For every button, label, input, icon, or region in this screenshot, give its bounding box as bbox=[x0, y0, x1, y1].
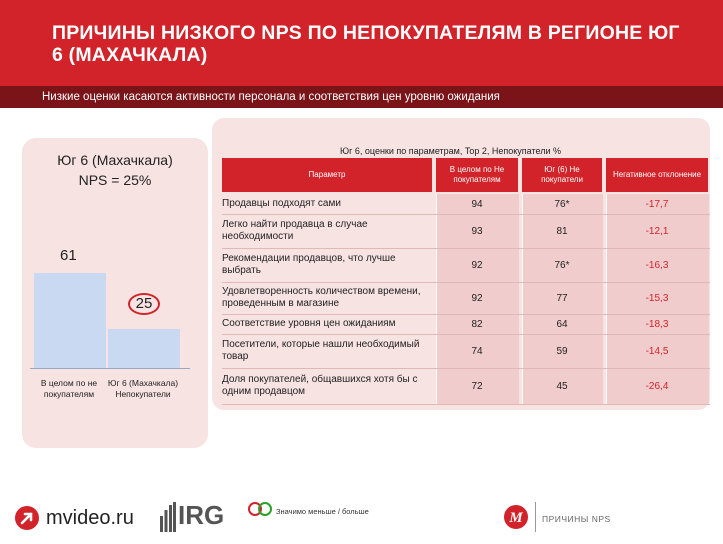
table-cell-dev: -16,3 bbox=[645, 259, 669, 271]
mvideo-m-icon: M bbox=[504, 505, 528, 529]
table-row-parameter: Удовлетворенность количеством времени, п… bbox=[222, 286, 421, 309]
table-row-parameter: Рекомендации продавцов, что лучше выбрат… bbox=[222, 253, 396, 276]
table-row-separator bbox=[222, 214, 710, 215]
slide-title: ПРИЧИНЫ НИЗКОГО NPS ПО НЕПОКУПАТЕЛЯМ В Р… bbox=[52, 22, 680, 66]
table-row-parameter: Продавцы подходят сами bbox=[222, 198, 341, 209]
footer-divider bbox=[535, 502, 536, 532]
bar-1 bbox=[108, 329, 180, 368]
table-cell-region: 76* bbox=[554, 198, 570, 210]
table-cell-total: 82 bbox=[471, 318, 483, 330]
irg-logo: IRG bbox=[160, 500, 224, 534]
table-row-separator bbox=[222, 248, 710, 249]
table-cell-dev: -17,7 bbox=[645, 198, 669, 210]
table-column-band-1 bbox=[436, 194, 519, 404]
table-cell-region: 64 bbox=[556, 318, 568, 330]
mvideo-logo-text: mvideo.ru bbox=[46, 507, 134, 529]
table-row-separator bbox=[222, 314, 710, 315]
table-cell-total: 92 bbox=[471, 292, 483, 304]
table-cell-region: 81 bbox=[556, 225, 568, 237]
significance-legend: Значимо меньше / больше bbox=[276, 507, 369, 516]
table-row-parameter: Легко найти продавца в случае необходимо… bbox=[222, 219, 368, 242]
mvideo-logo: mvideo.ru bbox=[14, 505, 154, 533]
irg-logo-text: IRG bbox=[178, 500, 225, 530]
table-row-parameter: Доля покупателей, общавшихся хотя бы с о… bbox=[222, 374, 418, 397]
table-cell-region: 45 bbox=[556, 380, 568, 392]
chart-baseline bbox=[30, 368, 190, 369]
table-cell-region: 77 bbox=[556, 292, 568, 304]
table-cell-total: 93 bbox=[471, 225, 483, 237]
table-header-2: Юг (6) Не покупатели bbox=[522, 158, 602, 192]
table-cell-dev: -15,3 bbox=[645, 292, 669, 304]
table-row-separator bbox=[222, 334, 710, 335]
table-cell-region: 76* bbox=[554, 259, 570, 271]
table-row-separator bbox=[222, 368, 710, 369]
table-title: Юг 6, оценки по параметрам, Top 2, Непок… bbox=[340, 146, 561, 156]
bar-category-label-1: Юг 6 (Махачкала) Непокупатели bbox=[107, 378, 179, 399]
bar-value-label-1: 25 bbox=[128, 293, 160, 315]
table-row-parameter: Соответствие уровня цен ожиданиям bbox=[222, 318, 396, 329]
svg-text:M: M bbox=[508, 510, 523, 526]
table-cell-region: 59 bbox=[556, 345, 568, 357]
table-cell-dev: -26,4 bbox=[645, 380, 669, 392]
table-header-3: Негативное отклонение bbox=[606, 158, 708, 192]
table-cell-dev: -18,3 bbox=[645, 318, 669, 330]
significance-legend-icon bbox=[248, 502, 272, 516]
bar-0 bbox=[34, 273, 106, 368]
slide-subtitle: Низкие оценки касаются активности персон… bbox=[42, 91, 500, 103]
bar-value-label-0: 61 bbox=[60, 247, 77, 264]
chart-title: Юг 6 (Махачкала) NPS = 25% bbox=[22, 150, 208, 190]
table-cell-dev: -12,1 bbox=[645, 225, 669, 237]
table-column-band-2 bbox=[522, 194, 603, 404]
footer-section-label: ПРИЧИНЫ NPS bbox=[542, 514, 611, 524]
table-header-0: Параметр bbox=[222, 158, 432, 192]
bar-category-label-0: В целом по не покупателям bbox=[40, 378, 98, 399]
table-cell-total: 74 bbox=[471, 345, 483, 357]
table-cell-total: 92 bbox=[471, 259, 483, 271]
chart-title-line1: Юг 6 (Махачкала) bbox=[57, 152, 173, 168]
table-cell-total: 94 bbox=[471, 198, 483, 210]
table-header-1: В целом по Не покупателям bbox=[436, 158, 518, 192]
table-cell-dev: -14,5 bbox=[645, 345, 669, 357]
mvideo-arrow-icon bbox=[15, 506, 39, 530]
chart-title-line2: NPS = 25% bbox=[78, 172, 152, 188]
irg-bars-icon bbox=[160, 502, 176, 532]
table-column-band-3 bbox=[606, 194, 709, 404]
table-row-separator bbox=[222, 404, 710, 405]
table-cell-total: 72 bbox=[471, 380, 483, 392]
table-row-parameter: Посетители, которые нашли необходимый то… bbox=[222, 339, 420, 362]
header-banner: ПРИЧИНЫ НИЗКОГО NPS ПО НЕПОКУПАТЕЛЯМ В Р… bbox=[0, 0, 723, 86]
subtitle-bar: Низкие оценки касаются активности персон… bbox=[0, 86, 723, 108]
table-row-separator bbox=[222, 282, 710, 283]
